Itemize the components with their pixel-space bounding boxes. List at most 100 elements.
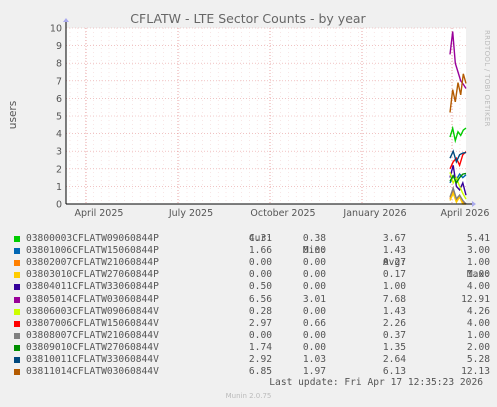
legend-row: 03800003CFLATW09060844P 4.31 0.38 3.67 5.41 (10, 233, 490, 245)
y-tick-label: 8 (56, 59, 62, 70)
legend-cur-value: 4.31 (248, 233, 272, 245)
legend-max-value: 4.26 (466, 305, 490, 317)
chart-title: CFLATW - LTE Sector Counts - by year (130, 11, 366, 26)
legend-cur-value: 0.00 (248, 257, 272, 269)
legend-swatch (14, 236, 20, 243)
legend-row: 03808007CFLATW21060844V 0.00 0.00 0.37 1.00 (10, 330, 490, 342)
y-tick-label: 6 (56, 94, 62, 105)
legend-max-value: 3.00 (466, 245, 490, 257)
series-line-03805014CFLATW03060844P (449, 31, 467, 89)
legend-min-value: 0.00 (302, 329, 326, 341)
legend-swatch (14, 284, 20, 291)
legend-row: 03805014CFLATW03060844P 6.56 3.01 7.68 12.91 (10, 294, 490, 306)
legend-swatch (14, 357, 20, 364)
legend-min-value: 0.00 (302, 305, 326, 317)
header-avg: Avg: (382, 257, 406, 269)
x-axis-arrow (472, 201, 476, 207)
legend-cur-value: 2.97 (248, 317, 272, 329)
y-tick-label: 2 (56, 164, 62, 175)
series-line-03811014CFLATW03060844V (449, 73, 467, 113)
legend-max-value: 4.00 (466, 281, 490, 293)
legend-avg-value: 3.67 (382, 233, 406, 245)
legend-series-name: 03801006CFLATW15060844P (26, 245, 159, 257)
legend-min-value: 3.01 (302, 293, 326, 305)
legend-swatch (14, 272, 20, 279)
grid-lines (66, 27, 466, 204)
y-axis-arrow (63, 18, 69, 22)
legend-max-value: 12.91 (461, 293, 490, 305)
x-tick-label: October 2025 (250, 208, 315, 219)
y-tick-label: 4 (56, 129, 62, 140)
legend-series-name: 03804011CFLATW33060844P (26, 281, 159, 293)
legend-min-value: 0.00 (302, 281, 326, 293)
legend-avg-value: 2.26 (382, 317, 406, 329)
legend-swatch (14, 296, 20, 303)
legend-swatch (14, 308, 20, 315)
legend-swatch (14, 369, 20, 376)
legend-cur-value: 0.00 (248, 269, 272, 281)
legend: Cur: Min: Avg: Max: 03800003CFLATW090608… (10, 221, 490, 378)
series-line-03804011CFLATW33060844P (449, 165, 467, 196)
y-tick-label: 1 (56, 182, 62, 193)
y-tick-label: 7 (56, 76, 62, 87)
legend-max-value: 5.28 (466, 354, 490, 366)
legend-series-name: 03807006CFLATW15060844V (26, 317, 159, 329)
legend-avg-value: 0.27 (382, 257, 406, 269)
legend-series-name: 03808007CFLATW21060844V (26, 329, 159, 341)
rrdtool-credit: RRDTOOL / TOBI OETIKER (483, 30, 491, 127)
y-tick-label: 9 (56, 41, 62, 52)
y-tick-label: 10 (50, 24, 62, 35)
legend-avg-value: 1.43 (382, 305, 406, 317)
series-line-03800003CFLATW09060844P (449, 125, 467, 144)
legend-avg-value: 0.37 (382, 329, 406, 341)
legend-series-name: 03806003CFLATW09060844V (26, 305, 159, 317)
legend-cur-value: 1.66 (248, 245, 272, 257)
legend-row: 03807006CFLATW15060844V 2.97 0.66 2.26 4.00 (10, 318, 490, 330)
legend-row: 03806003CFLATW09060844V 0.28 0.00 1.43 4.26 (10, 306, 490, 318)
legend-cur-value: 0.00 (248, 329, 272, 341)
legend-row: 03809010CFLATW27060844V 1.74 0.00 1.35 2.00 (10, 342, 490, 354)
legend-avg-value: 1.35 (382, 341, 406, 353)
legend-max-value: 1.00 (466, 257, 490, 269)
x-tick-label: January 2026 (342, 208, 406, 219)
y-tick-label: 0 (56, 200, 62, 211)
legend-swatch (14, 344, 20, 351)
legend-cur-value: 2.92 (248, 354, 272, 366)
y-axis-ticks: 0 1 2 3 4 5 6 7 8 9 10 (50, 24, 62, 211)
legend-max-value: 5.41 (466, 233, 490, 245)
series-lines (449, 31, 467, 205)
series-line-03806003CFLATW09060844V (449, 172, 467, 200)
x-tick-label: July 2025 (168, 208, 213, 219)
chart-canvas: CFLATW - LTE Sector Counts - by year use… (7, 11, 491, 219)
legend-min-value: 0.00 (302, 257, 326, 269)
legend-swatch (14, 260, 20, 267)
legend-min-value: 0.00 (302, 341, 326, 353)
legend-avg-value: 1.00 (382, 281, 406, 293)
legend-series-name: 03809010CFLATW27060844V (26, 341, 159, 353)
legend-series-name: 03802007CFLATW21060844P (26, 257, 159, 269)
y-axis-label: users (7, 101, 19, 129)
header-cur: Cur: (248, 233, 272, 245)
legend-avg-value: 2.64 (382, 354, 406, 366)
legend-max-value: 1.00 (466, 329, 490, 341)
munin-version: Munin 2.0.75 (225, 392, 272, 400)
legend-series-name: 03810011CFLATW33060844V (26, 354, 159, 366)
legend-max-value: 4.00 (466, 317, 490, 329)
legend-max-value: 12.13 (461, 366, 490, 378)
legend-row: 03804011CFLATW33060844P 0.50 0.00 1.00 4.00 (10, 281, 490, 293)
legend-swatch (14, 248, 20, 255)
series-line-03809010CFLATW27060844V (449, 172, 467, 185)
series-line-03810011CFLATW33060844V (449, 149, 467, 164)
legend-row: 03802007CFLATW21060844P 0.00 0.00 0.27 1.00 (10, 257, 490, 269)
legend-row: 03803010CFLATW27060844P 0.00 0.00 0.17 1.00 (10, 269, 490, 281)
header-min: Min: (302, 245, 326, 257)
legend-row: 03810011CFLATW33060844V 2.92 1.03 2.64 5.28 (10, 354, 490, 366)
legend-row: 03811014CFLATW03060844V 6.85 1.97 6.13 12.13 (10, 366, 490, 378)
legend-cur-value: 1.74 (248, 341, 272, 353)
x-tick-label: April 2025 (75, 208, 124, 219)
series-line-03808007CFLATW21060844V (449, 185, 467, 205)
legend-avg-value: 0.17 (382, 269, 406, 281)
legend-min-value: 0.00 (302, 269, 326, 281)
legend-header-row: Cur: Min: Avg: Max: (10, 221, 490, 280)
legend-max-value: 1.00 (466, 269, 490, 281)
